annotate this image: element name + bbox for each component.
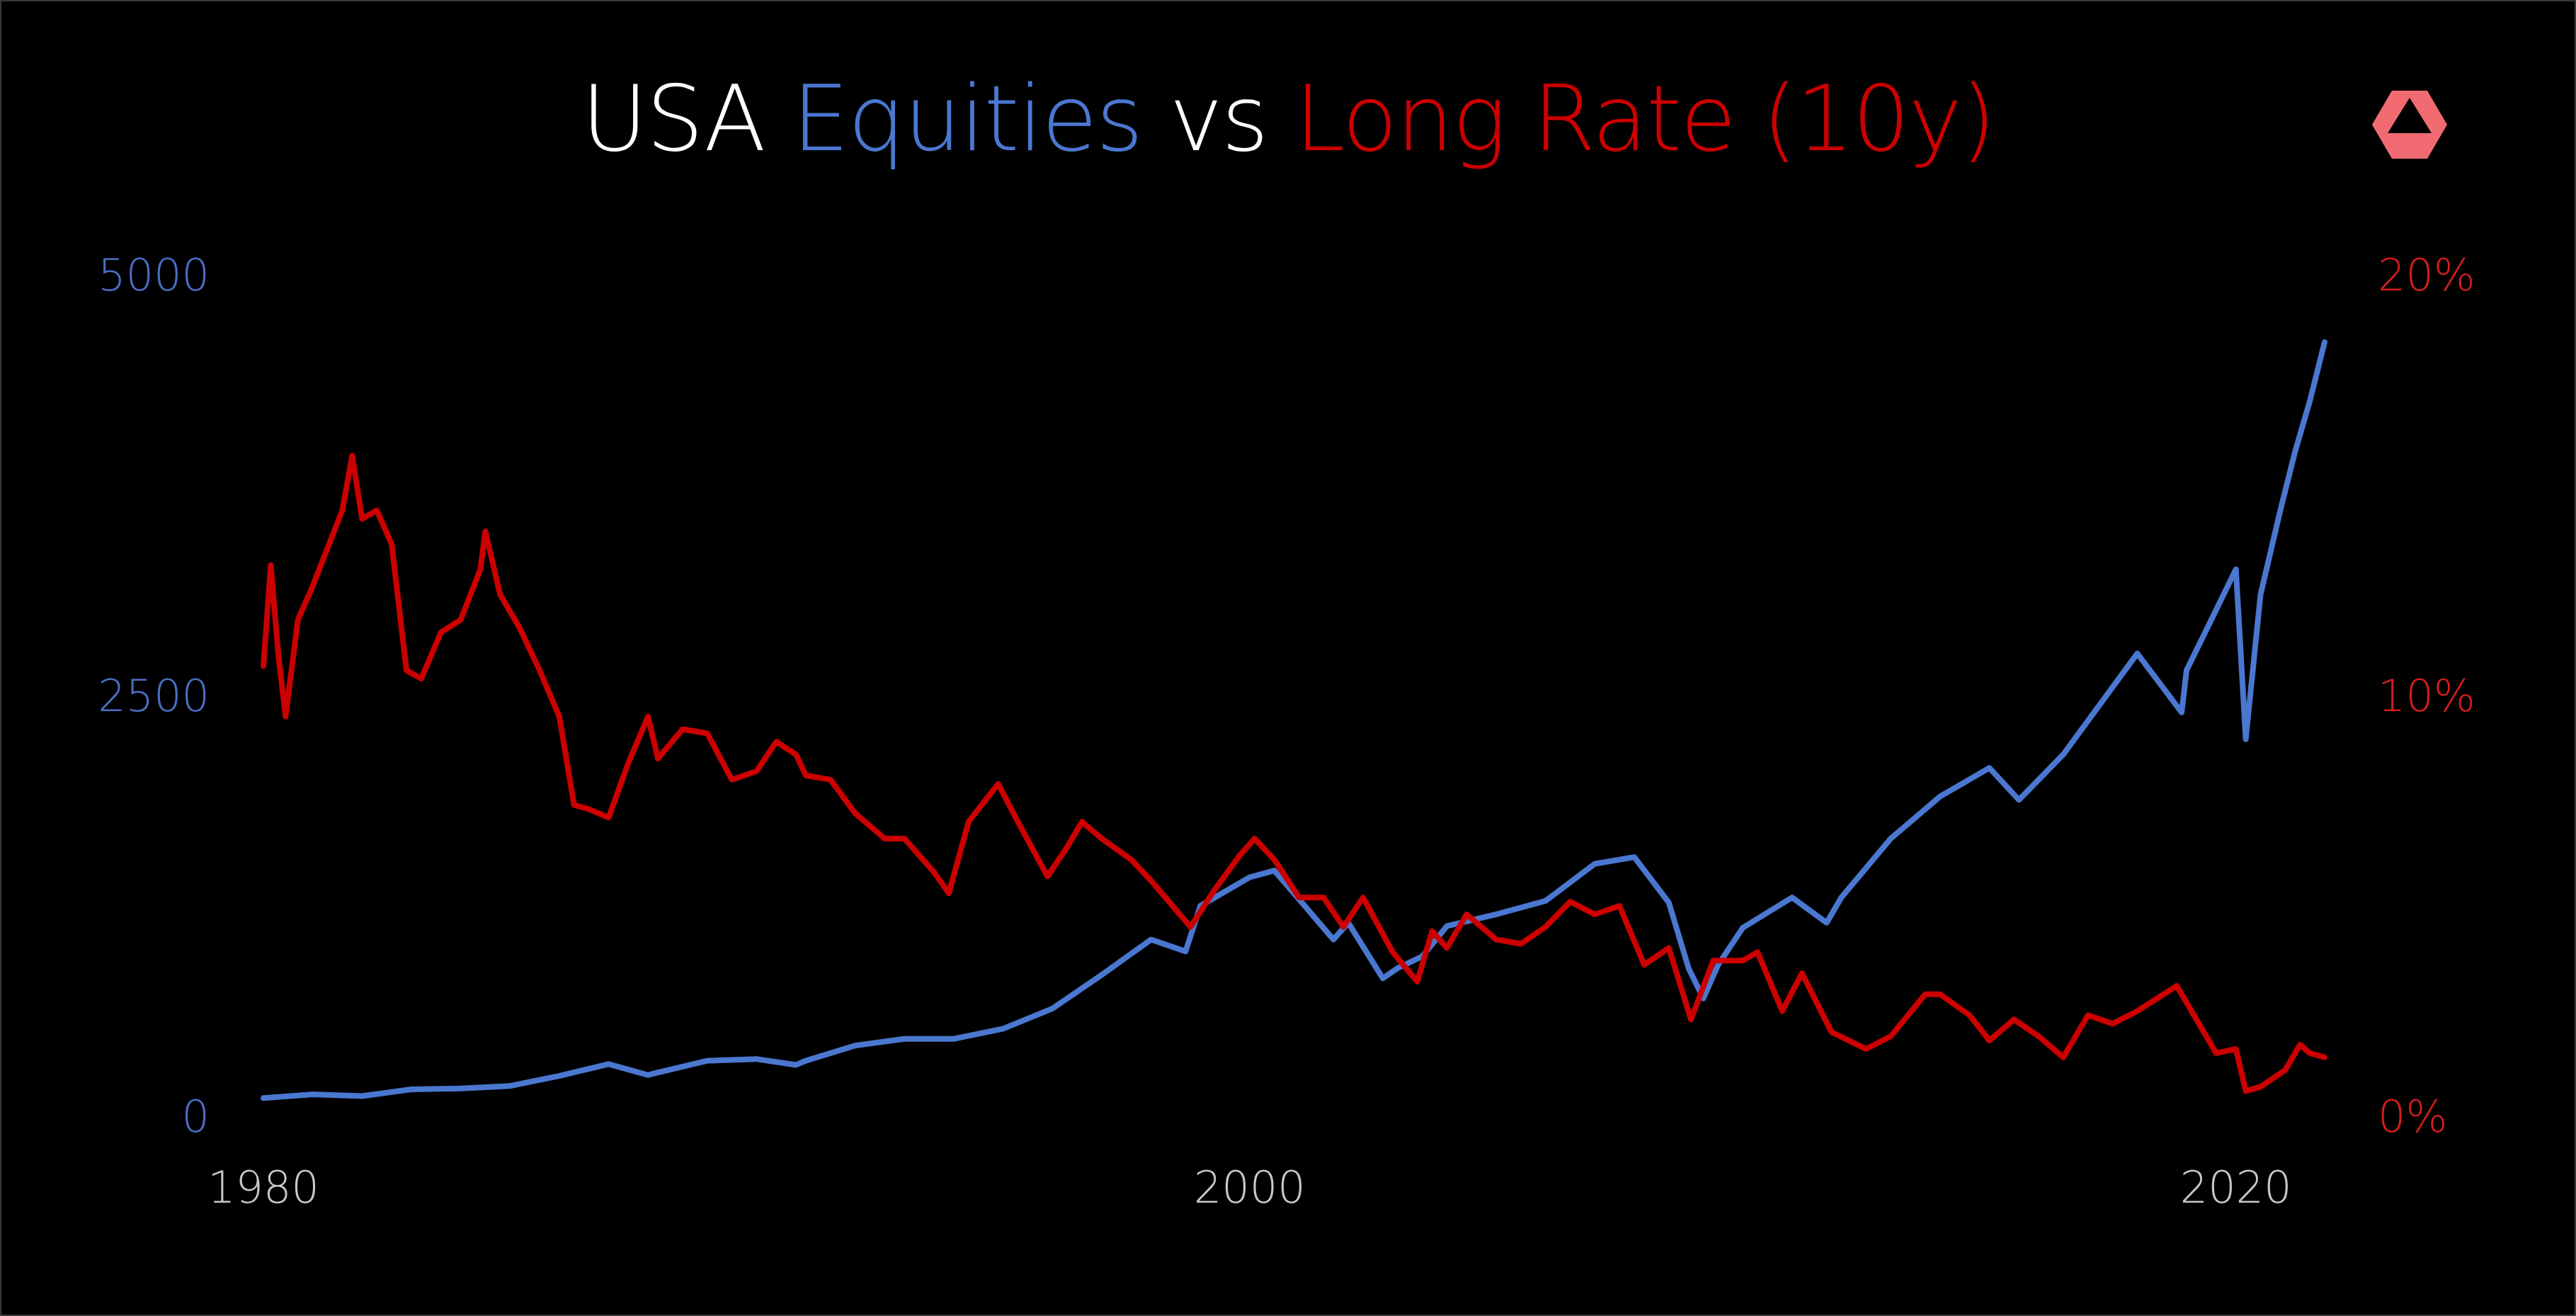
title-country: USA xyxy=(581,67,792,172)
left-y-tick-label: 2500 xyxy=(98,670,210,722)
series-lines xyxy=(261,339,2327,1101)
right-y-tick-label: 0% xyxy=(2378,1091,2447,1142)
x-tick-label: 1980 xyxy=(207,1162,319,1213)
title-long-rate: Long Rate (10y) xyxy=(1294,67,1996,172)
x-axis-ticks: 1980 2000 2020 xyxy=(207,1162,2291,1213)
x-tick-label: 2000 xyxy=(1194,1162,1306,1213)
right-y-tick-label: 10% xyxy=(2378,670,2475,722)
left-y-tick-label: 0 xyxy=(182,1091,210,1142)
right-y-axis-ticks: 20% 10% 0% xyxy=(2378,249,2475,1142)
x-tick-label: 2020 xyxy=(2180,1162,2292,1213)
right-y-tick-label: 20% xyxy=(2378,249,2475,301)
equities-series-line xyxy=(261,339,2327,1101)
triangle-hexagon-logo-icon xyxy=(2372,91,2447,159)
chart-title: USA Equities vs Long Rate (10y) xyxy=(0,65,2576,174)
left-y-axis-ticks: 5000 2500 0 xyxy=(98,249,210,1142)
title-vs: vs xyxy=(1141,67,1295,172)
long-rate-series-line xyxy=(261,453,2327,1094)
title-equities: Equities xyxy=(792,67,1144,172)
left-y-tick-label: 5000 xyxy=(98,249,210,301)
